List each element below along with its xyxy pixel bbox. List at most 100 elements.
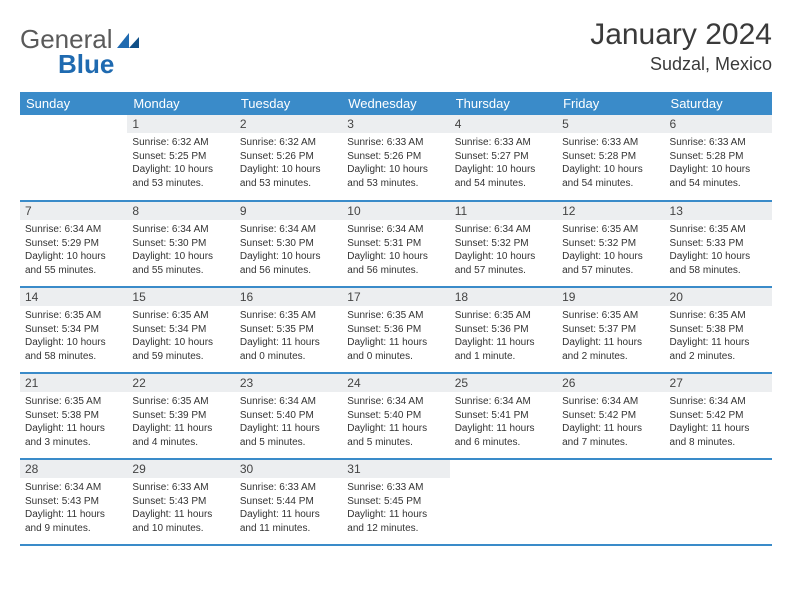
day-text: Sunrise: 6:34 AMSunset: 5:41 PMDaylight:… xyxy=(450,392,557,453)
day-text: Sunrise: 6:35 AMSunset: 5:33 PMDaylight:… xyxy=(665,220,772,281)
daylight-line-2: and 54 minutes. xyxy=(455,177,552,191)
sunrise-line: Sunrise: 6:33 AM xyxy=(670,136,767,150)
daylight-line-1: Daylight: 11 hours xyxy=(670,336,767,350)
daylight-line-1: Daylight: 11 hours xyxy=(132,508,229,522)
daylight-line-1: Daylight: 10 hours xyxy=(347,250,444,264)
sunrise-line: Sunrise: 6:34 AM xyxy=(347,395,444,409)
sunset-line: Sunset: 5:38 PM xyxy=(25,409,122,423)
daylight-line-2: and 53 minutes. xyxy=(132,177,229,191)
daylight-line-2: and 55 minutes. xyxy=(132,264,229,278)
sunrise-line: Sunrise: 6:34 AM xyxy=(670,395,767,409)
day-number: 18 xyxy=(450,288,557,306)
day-number: 21 xyxy=(20,374,127,392)
daylight-line-2: and 53 minutes. xyxy=(240,177,337,191)
calendar-cell: 21Sunrise: 6:35 AMSunset: 5:38 PMDayligh… xyxy=(20,373,127,459)
daylight-line-1: Daylight: 10 hours xyxy=(25,336,122,350)
day-text: Sunrise: 6:34 AMSunset: 5:42 PMDaylight:… xyxy=(557,392,664,453)
calendar-table: Sunday Monday Tuesday Wednesday Thursday… xyxy=(20,92,772,546)
day-text: Sunrise: 6:33 AMSunset: 5:26 PMDaylight:… xyxy=(342,133,449,194)
day-number: 2 xyxy=(235,115,342,133)
day-number: 17 xyxy=(342,288,449,306)
daylight-line-2: and 57 minutes. xyxy=(455,264,552,278)
sunset-line: Sunset: 5:34 PM xyxy=(132,323,229,337)
sunrise-line: Sunrise: 6:35 AM xyxy=(670,223,767,237)
sunrise-line: Sunrise: 6:34 AM xyxy=(455,223,552,237)
daylight-line-2: and 11 minutes. xyxy=(240,522,337,536)
sunrise-line: Sunrise: 6:33 AM xyxy=(347,136,444,150)
day-number: 13 xyxy=(665,202,772,220)
sunset-line: Sunset: 5:43 PM xyxy=(25,495,122,509)
sunrise-line: Sunrise: 6:35 AM xyxy=(132,309,229,323)
day-text: Sunrise: 6:35 AMSunset: 5:34 PMDaylight:… xyxy=(20,306,127,367)
day-number: 8 xyxy=(127,202,234,220)
day-number: 7 xyxy=(20,202,127,220)
day-number: 19 xyxy=(557,288,664,306)
sunrise-line: Sunrise: 6:32 AM xyxy=(240,136,337,150)
sunrise-line: Sunrise: 6:34 AM xyxy=(132,223,229,237)
day-text: Sunrise: 6:35 AMSunset: 5:36 PMDaylight:… xyxy=(450,306,557,367)
daylight-line-2: and 5 minutes. xyxy=(240,436,337,450)
dow-row: Sunday Monday Tuesday Wednesday Thursday… xyxy=(20,92,772,115)
calendar-row: 28Sunrise: 6:34 AMSunset: 5:43 PMDayligh… xyxy=(20,459,772,545)
daylight-line-1: Daylight: 11 hours xyxy=(240,508,337,522)
day-text: Sunrise: 6:34 AMSunset: 5:42 PMDaylight:… xyxy=(665,392,772,453)
header: General Blue January 2024 Sudzal, Mexico xyxy=(20,18,772,80)
daylight-line-1: Daylight: 10 hours xyxy=(455,250,552,264)
daylight-line-2: and 56 minutes. xyxy=(240,264,337,278)
day-number xyxy=(450,460,557,464)
day-text: Sunrise: 6:33 AMSunset: 5:27 PMDaylight:… xyxy=(450,133,557,194)
day-number: 9 xyxy=(235,202,342,220)
sunrise-line: Sunrise: 6:34 AM xyxy=(25,223,122,237)
sunset-line: Sunset: 5:38 PM xyxy=(670,323,767,337)
logo-word-2: Blue xyxy=(58,49,114,80)
sunrise-line: Sunrise: 6:34 AM xyxy=(240,223,337,237)
sunrise-line: Sunrise: 6:34 AM xyxy=(562,395,659,409)
day-number xyxy=(20,115,127,119)
daylight-line-2: and 53 minutes. xyxy=(347,177,444,191)
daylight-line-1: Daylight: 11 hours xyxy=(25,508,122,522)
day-text: Sunrise: 6:35 AMSunset: 5:36 PMDaylight:… xyxy=(342,306,449,367)
sunset-line: Sunset: 5:40 PM xyxy=(347,409,444,423)
day-number: 10 xyxy=(342,202,449,220)
sunset-line: Sunset: 5:26 PM xyxy=(240,150,337,164)
calendar-cell: 29Sunrise: 6:33 AMSunset: 5:43 PMDayligh… xyxy=(127,459,234,545)
sunrise-line: Sunrise: 6:33 AM xyxy=(240,481,337,495)
daylight-line-1: Daylight: 11 hours xyxy=(455,422,552,436)
daylight-line-1: Daylight: 10 hours xyxy=(240,250,337,264)
daylight-line-1: Daylight: 10 hours xyxy=(670,163,767,177)
daylight-line-1: Daylight: 10 hours xyxy=(132,163,229,177)
daylight-line-2: and 7 minutes. xyxy=(562,436,659,450)
day-number: 16 xyxy=(235,288,342,306)
sunset-line: Sunset: 5:28 PM xyxy=(562,150,659,164)
day-number: 30 xyxy=(235,460,342,478)
daylight-line-2: and 57 minutes. xyxy=(562,264,659,278)
daylight-line-2: and 0 minutes. xyxy=(347,350,444,364)
day-number: 28 xyxy=(20,460,127,478)
sunrise-line: Sunrise: 6:35 AM xyxy=(132,395,229,409)
daylight-line-2: and 5 minutes. xyxy=(347,436,444,450)
day-number: 22 xyxy=(127,374,234,392)
sunset-line: Sunset: 5:45 PM xyxy=(347,495,444,509)
day-number xyxy=(665,460,772,464)
daylight-line-2: and 56 minutes. xyxy=(347,264,444,278)
daylight-line-1: Daylight: 11 hours xyxy=(562,422,659,436)
day-text: Sunrise: 6:33 AMSunset: 5:28 PMDaylight:… xyxy=(665,133,772,194)
sunset-line: Sunset: 5:32 PM xyxy=(562,237,659,251)
page-title: January 2024 xyxy=(590,18,772,52)
daylight-line-1: Daylight: 10 hours xyxy=(240,163,337,177)
sunset-line: Sunset: 5:37 PM xyxy=(562,323,659,337)
sunset-line: Sunset: 5:25 PM xyxy=(132,150,229,164)
dow-friday: Friday xyxy=(557,92,664,115)
calendar-cell: 15Sunrise: 6:35 AMSunset: 5:34 PMDayligh… xyxy=(127,287,234,373)
sunrise-line: Sunrise: 6:33 AM xyxy=(455,136,552,150)
calendar-cell: 13Sunrise: 6:35 AMSunset: 5:33 PMDayligh… xyxy=(665,201,772,287)
calendar-cell: 23Sunrise: 6:34 AMSunset: 5:40 PMDayligh… xyxy=(235,373,342,459)
calendar-cell: 25Sunrise: 6:34 AMSunset: 5:41 PMDayligh… xyxy=(450,373,557,459)
daylight-line-1: Daylight: 11 hours xyxy=(347,422,444,436)
sunrise-line: Sunrise: 6:35 AM xyxy=(562,223,659,237)
sunrise-line: Sunrise: 6:35 AM xyxy=(25,395,122,409)
daylight-line-1: Daylight: 10 hours xyxy=(132,336,229,350)
sunset-line: Sunset: 5:27 PM xyxy=(455,150,552,164)
sunset-line: Sunset: 5:44 PM xyxy=(240,495,337,509)
calendar-cell: 5Sunrise: 6:33 AMSunset: 5:28 PMDaylight… xyxy=(557,115,664,201)
